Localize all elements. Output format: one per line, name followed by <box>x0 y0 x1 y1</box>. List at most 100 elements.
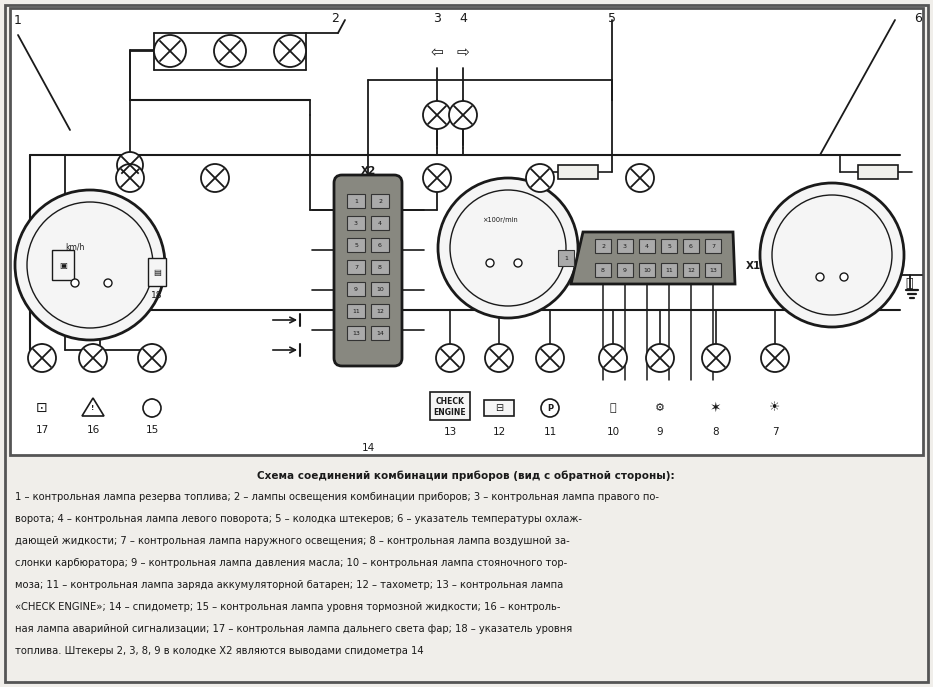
Text: 15: 15 <box>146 425 159 435</box>
Bar <box>347 216 365 230</box>
Circle shape <box>702 344 730 372</box>
Circle shape <box>423 164 451 192</box>
Text: ⚙: ⚙ <box>655 403 665 413</box>
Text: 1 – контрольная лампа резерва топлива; 2 – лампы освещения комбинации приборов; : 1 – контрольная лампа резерва топлива; 2… <box>15 492 659 502</box>
Text: X2: X2 <box>360 166 376 176</box>
Text: ⏚: ⏚ <box>905 276 912 289</box>
Text: P: P <box>547 403 553 412</box>
Bar <box>347 326 365 340</box>
Circle shape <box>761 344 789 372</box>
Circle shape <box>760 183 904 327</box>
Text: дающей жидкости; 7 – контрольная лампа наружного освещения; 8 – контрольная ламп: дающей жидкости; 7 – контрольная лампа н… <box>15 536 570 546</box>
Circle shape <box>514 259 522 267</box>
Bar <box>617 239 633 253</box>
Text: 9: 9 <box>354 286 358 291</box>
Circle shape <box>536 344 564 372</box>
Circle shape <box>117 152 143 178</box>
Text: «CHECK ENGINE»; 14 – спидометр; 15 – контрольная лампа уровня тормозной жидкости: «CHECK ENGINE»; 14 – спидометр; 15 – кон… <box>15 602 561 612</box>
Bar <box>52 250 74 280</box>
Text: ✶: ✶ <box>710 401 722 415</box>
Circle shape <box>438 178 578 318</box>
Bar <box>371 282 389 296</box>
Circle shape <box>71 279 79 287</box>
Text: 8: 8 <box>713 427 719 437</box>
Bar <box>347 304 365 318</box>
Circle shape <box>154 35 186 67</box>
Bar <box>347 282 365 296</box>
Bar <box>347 238 365 252</box>
Circle shape <box>214 35 246 67</box>
Circle shape <box>423 101 451 129</box>
Text: ⇨: ⇨ <box>456 45 469 60</box>
Bar <box>639 263 655 277</box>
Text: 3: 3 <box>433 12 441 25</box>
Text: 11: 11 <box>352 308 360 313</box>
Text: 5: 5 <box>608 12 616 25</box>
Text: 14: 14 <box>361 443 375 453</box>
Bar <box>661 239 677 253</box>
Text: 7: 7 <box>772 427 778 437</box>
Circle shape <box>816 273 824 281</box>
Bar <box>639 239 655 253</box>
Bar <box>371 194 389 208</box>
Text: ×100r/min: ×100r/min <box>482 217 518 223</box>
Bar <box>371 238 389 252</box>
Bar <box>484 400 514 416</box>
Bar <box>10 8 923 455</box>
Text: 1: 1 <box>564 256 568 260</box>
Bar <box>558 165 598 179</box>
Text: 14: 14 <box>376 330 384 335</box>
Bar <box>617 263 633 277</box>
Circle shape <box>526 164 554 192</box>
Bar <box>595 239 611 253</box>
Text: 17: 17 <box>35 425 49 435</box>
Text: ⊟: ⊟ <box>494 403 503 413</box>
Text: 9: 9 <box>657 427 663 437</box>
Text: моза; 11 – контрольная лампа заряда аккумуляторной батарен; 12 – тахометр; 13 – : моза; 11 – контрольная лампа заряда акку… <box>15 580 564 590</box>
Bar <box>683 239 699 253</box>
Bar <box>661 263 677 277</box>
Bar <box>558 250 574 266</box>
Text: ▣: ▣ <box>59 260 67 269</box>
Circle shape <box>15 190 165 340</box>
Text: 2: 2 <box>378 199 382 203</box>
Circle shape <box>485 344 513 372</box>
Text: 4: 4 <box>645 243 649 249</box>
Bar <box>371 326 389 340</box>
Text: 2: 2 <box>331 12 339 25</box>
Text: 8: 8 <box>378 264 382 269</box>
Circle shape <box>201 164 229 192</box>
Circle shape <box>449 101 477 129</box>
Circle shape <box>486 259 494 267</box>
Text: km/h: km/h <box>65 243 85 251</box>
Text: 18: 18 <box>151 291 162 300</box>
Circle shape <box>116 164 144 192</box>
Circle shape <box>79 344 107 372</box>
Bar <box>371 216 389 230</box>
Text: 6: 6 <box>378 243 382 247</box>
Circle shape <box>27 202 153 328</box>
Bar <box>148 258 166 286</box>
Bar <box>705 263 721 277</box>
Bar <box>595 263 611 277</box>
Text: 13: 13 <box>443 427 456 437</box>
Text: 8: 8 <box>601 267 605 273</box>
Bar <box>858 165 898 179</box>
Text: 16: 16 <box>87 425 100 435</box>
Text: ☀: ☀ <box>770 401 781 414</box>
Text: 4: 4 <box>378 221 382 225</box>
Text: 9: 9 <box>623 267 627 273</box>
Text: 5: 5 <box>667 243 671 249</box>
Text: 4: 4 <box>459 12 466 25</box>
Circle shape <box>274 35 306 67</box>
Text: X1: X1 <box>745 261 760 271</box>
Text: 13: 13 <box>352 330 360 335</box>
Text: 12: 12 <box>376 308 384 313</box>
Text: 6: 6 <box>689 243 693 249</box>
Bar <box>705 239 721 253</box>
Circle shape <box>599 344 627 372</box>
Circle shape <box>450 190 566 306</box>
Text: CHECK: CHECK <box>436 396 465 405</box>
Circle shape <box>840 273 848 281</box>
Text: 1: 1 <box>14 14 22 27</box>
